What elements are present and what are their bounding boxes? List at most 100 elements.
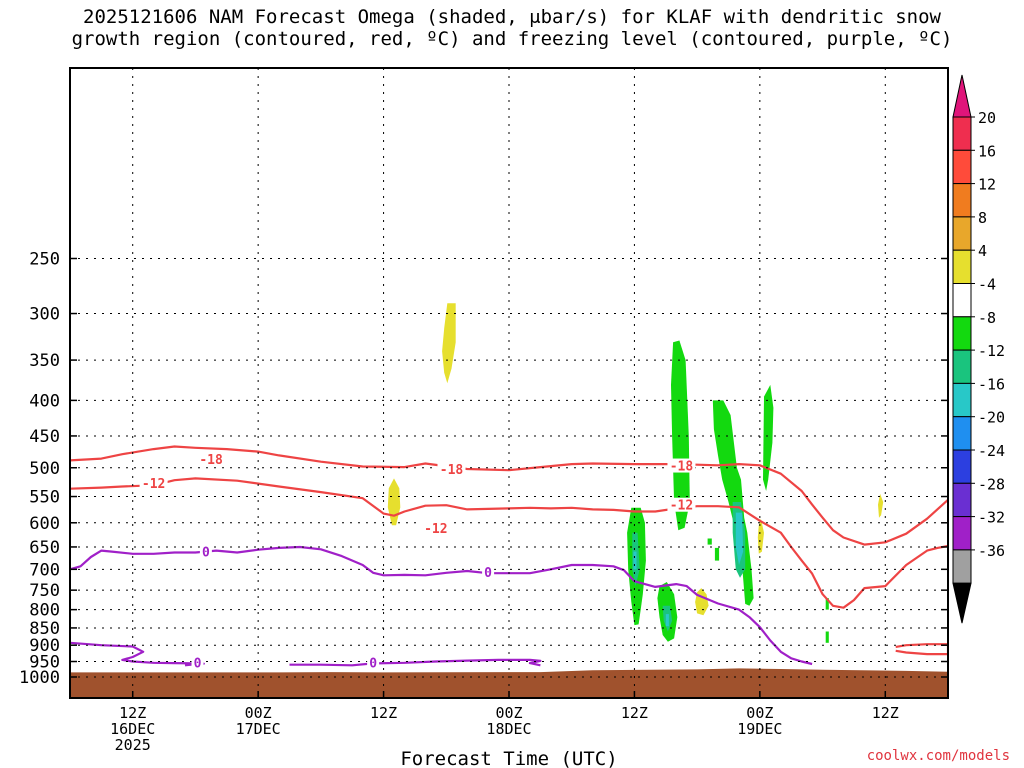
freezing-level-0-label: 0 [202, 545, 210, 560]
x-tick-label-30-0: 12Z [370, 704, 397, 722]
dgz-minus-18-label: -18 [199, 453, 223, 468]
dgz-minus-18-label: -18 [670, 460, 694, 475]
omega-negative-cyan-1 [633, 551, 637, 570]
freezing-level-0-lower-label: 0 [194, 656, 202, 671]
freezing-level-0-lower-label-bg [191, 655, 204, 670]
terrain-surface [70, 668, 948, 698]
colorbar-bin-2 [952, 183, 972, 218]
freezing-level-0-ground-contour [289, 658, 542, 667]
y-tick-label-350: 350 [29, 351, 60, 371]
y-tick-label-400: 400 [29, 391, 60, 411]
colorbar-label-8: 8 [978, 209, 987, 227]
colorbar-bin-0 [952, 116, 972, 151]
freezing-level-0-label-bg [199, 544, 212, 559]
dgz-minus-12-label: -12 [424, 522, 447, 537]
y-tick-label-450: 450 [29, 427, 60, 447]
chart-title-line2: growth region (contoured, red, ºC) and f… [71, 28, 953, 50]
colorbar-label--20: -20 [978, 409, 1005, 427]
dgz-minus-18-contour [70, 445, 948, 546]
colorbar-label--24: -24 [978, 442, 1005, 460]
dgz-minus-18-label-bg [437, 462, 466, 477]
y-tick-label-850: 850 [29, 619, 60, 639]
omega-negative-green-6 [707, 538, 712, 545]
colorbar-label--8: -8 [978, 309, 996, 327]
x-tick-label-66-1: 19DEC [737, 720, 782, 738]
colorbar-label--16: -16 [978, 375, 1005, 393]
colorbar-bin-3 [952, 216, 972, 251]
y-tick-label-600: 600 [29, 514, 60, 534]
x-tick-label-6-2: 2025 [115, 736, 151, 754]
omega-negative-green-9 [825, 631, 829, 643]
y-tick-label-300: 300 [29, 305, 60, 325]
colorbar-top-extend [952, 74, 972, 118]
colorbar-bin-9 [952, 416, 972, 451]
freezing-level-0-label: 0 [484, 566, 492, 581]
colorbar-label--28: -28 [978, 475, 1005, 493]
colorbar-label--4: -4 [978, 276, 996, 294]
colorbar-bin-11 [952, 482, 972, 518]
dgz-minus-12-contour [70, 477, 948, 609]
source-credit: coolwx.com/models [866, 748, 1010, 764]
y-tick-label-800: 800 [29, 601, 60, 621]
colorbar-bin-6 [952, 316, 972, 351]
omega-negative-green-3 [763, 384, 774, 491]
dgz-minus-12-label: -12 [670, 499, 693, 514]
dgz-minus-12-label-bg [139, 476, 168, 491]
omega-negative-cyan-3 [665, 614, 669, 627]
colorbar-bin-10 [952, 449, 972, 484]
x-tick-label-78-0: 12Z [872, 704, 899, 722]
y-tick-label-1000: 1000 [19, 668, 60, 688]
dgz-minus-18-label-bg [197, 451, 226, 466]
colorbar-bin-13 [952, 549, 972, 584]
x-tick-label-54-0: 12Z [621, 704, 648, 722]
freezing-level-0-lower-label: 0 [369, 656, 377, 671]
x-tick-label-66-0: 00Z [746, 704, 773, 722]
x-axis-label: Forecast Time (UTC) [400, 748, 617, 768]
omega-positive-right [757, 518, 764, 554]
colorbar-label-4: 4 [978, 242, 987, 260]
colorbar-bin-4 [952, 249, 972, 284]
y-tick-label-950: 950 [29, 653, 60, 673]
colorbar-label-20: 20 [978, 109, 996, 127]
colorbar-bin-5 [952, 283, 972, 318]
x-tick-label-18-0: 00Z [245, 704, 272, 722]
x-tick-label-42-0: 00Z [495, 704, 522, 722]
colorbar-label--36: -36 [978, 542, 1005, 560]
freezing-level-0-right-contour [895, 643, 948, 656]
omega-negative-green-1 [671, 340, 690, 531]
dgz-minus-18-label: -18 [440, 463, 464, 478]
dgz-minus-12-label-bg [421, 520, 450, 535]
freezing-level-0-lower-label-bg [367, 655, 380, 670]
y-tick-label-750: 750 [29, 581, 60, 601]
chart-title: 2025121606 NAM Forecast Omega (shaded, μ… [0, 6, 1024, 50]
colorbar-bin-1 [952, 149, 972, 185]
colorbar-label--32: -32 [978, 509, 1005, 527]
omega-positive-top [442, 303, 456, 384]
y-tick-label-900: 900 [29, 636, 60, 656]
omega-positive-low [695, 588, 709, 616]
freezing-level-0-contour [70, 545, 813, 666]
y-tick-label-500: 500 [29, 459, 60, 479]
colorbar-bottom-extend [952, 582, 972, 624]
colorbar-label-16: 16 [978, 142, 996, 160]
omega-positive-far-right [878, 493, 884, 518]
y-tick-label-250: 250 [29, 250, 60, 270]
freezing-level-0-label-bg [482, 565, 495, 580]
x-tick-label-18-1: 17DEC [236, 720, 281, 738]
dgz-minus-12-label: -12 [142, 477, 165, 492]
omega-negative-green-7 [714, 547, 720, 561]
omega-positive-mid [387, 478, 401, 526]
dgz-minus-18-label-bg [667, 458, 696, 473]
plot-frame [69, 67, 949, 699]
x-tick-label-6-1: 16DEC [110, 720, 155, 738]
omega-negative-cyan-2 [735, 512, 744, 565]
y-tick-label-700: 700 [29, 560, 60, 580]
x-tick-label-6-0: 12Z [119, 704, 146, 722]
colorbar-label-12: 12 [978, 176, 996, 194]
colorbar-bin-8 [952, 382, 972, 418]
chart-title-line1: 2025121606 NAM Forecast Omega (shaded, μ… [83, 6, 941, 28]
colorbar-bin-7 [952, 349, 972, 384]
y-tick-label-650: 650 [29, 538, 60, 558]
colorbar-label--12: -12 [978, 342, 1005, 360]
